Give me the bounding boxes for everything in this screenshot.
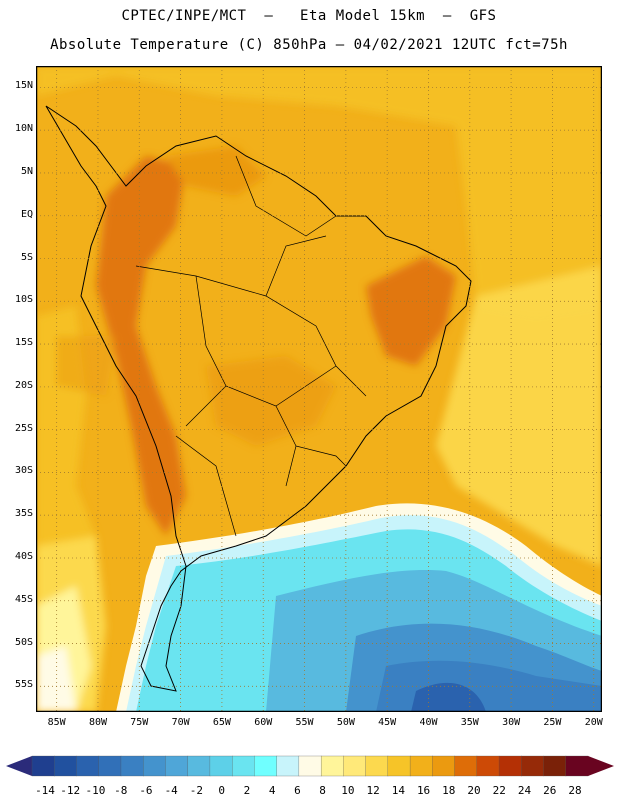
colorbar-swatch (187, 755, 211, 777)
title-line-1: CPTEC/INPE/MCT – Eta Model 15km – GFS (121, 8, 497, 24)
colorbar-label: 8 (319, 784, 326, 797)
colorbar-swatch (120, 755, 144, 777)
longitude-tick-label: 75W (130, 717, 149, 728)
latitude-tick-label: 15N (14, 80, 33, 92)
colorbar-swatch (209, 755, 233, 777)
colorbar-swatch (165, 755, 189, 777)
latitude-tick-label: 55S (14, 679, 33, 691)
colorbar-right-arrow (588, 756, 614, 776)
longitude-tick-label: 80W (88, 717, 107, 728)
map-border (36, 66, 602, 712)
colorbar-label: 22 (493, 784, 506, 797)
colorbar-swatch (232, 755, 255, 777)
temperature-map (36, 66, 602, 712)
longitude-tick-label: 40W (419, 717, 438, 728)
latitude-tick-label: 50S (14, 636, 33, 648)
country-borders (135, 155, 367, 537)
colorbar-swatch (387, 755, 411, 777)
longitude-tick-label: 70W (171, 717, 190, 728)
colorbar-swatch (409, 755, 433, 777)
colorbar-swatch (498, 755, 522, 777)
colorbar-label: 4 (269, 784, 276, 797)
colorbar-label: -14 (35, 784, 55, 797)
latitude-tick-label: 40S (14, 550, 33, 562)
latitude-tick-label: 25S (14, 422, 33, 434)
colorbar-swatch (276, 755, 300, 777)
colorbar-label: -4 (165, 784, 179, 797)
longitude-tick-label: 85W (47, 717, 66, 728)
longitude-tick-label: 30W (502, 717, 521, 728)
colorbar-label: 14 (392, 784, 406, 797)
longitude-tick-label: 65W (212, 717, 231, 728)
colorbar-label: -12 (60, 784, 80, 797)
latitude-tick-label: 20S (14, 379, 33, 391)
longitude-tick-label: 35W (460, 717, 479, 728)
colorbar-label: -6 (139, 784, 152, 797)
colorbar-label: 24 (518, 784, 532, 797)
colorbar-swatch (565, 755, 589, 777)
longitude-tick-label: 25W (543, 717, 562, 728)
colorbar-swatch (31, 755, 55, 777)
colorbar-label: -10 (86, 784, 106, 797)
colorbar-swatch (320, 755, 344, 777)
colorbar-label: 18 (442, 784, 455, 797)
latitude-tick-label: 5N (20, 165, 33, 177)
latitude-tick-label: 10N (14, 123, 33, 135)
colorbar: -14 -12 -10 -8 -6 -4 -2 0 2 4 6 8 10 12 14 16 18 20 22 24 26… (6, 755, 614, 797)
longitude-tick-label: 20W (584, 717, 603, 728)
latitude-tick-label: EQ (20, 208, 33, 220)
temperature-shading (36, 66, 602, 712)
latitude-tick-label: 5S (20, 251, 33, 263)
colorbar-swatch (432, 755, 456, 777)
colorbar-swatch (343, 755, 367, 777)
colorbar-swatch (143, 755, 166, 777)
colorbar-swatch (454, 755, 478, 777)
colorbar-label: 10 (341, 784, 354, 797)
colorbar-swatch (543, 755, 567, 777)
colorbar-label: 28 (568, 784, 581, 797)
colorbar-label: 26 (543, 784, 556, 797)
latitude-tick-label: 10S (14, 294, 33, 306)
latitude-tick-label: 30S (14, 465, 33, 477)
colorbar-swatch (54, 755, 77, 777)
colorbar-label: 2 (244, 784, 251, 797)
colorbar-left-arrow (6, 756, 32, 776)
colorbar-swatch (476, 755, 500, 777)
latitude-tick-label: 45S (14, 593, 33, 605)
colorbar-label: 0 (218, 784, 225, 797)
colorbar-swatch (365, 755, 389, 777)
colorbar-label: 16 (417, 784, 430, 797)
colorbar-swatch (521, 755, 544, 777)
longitude-tick-label: 55W (295, 717, 314, 728)
longitude-tick-label: 50W (336, 717, 355, 728)
colorbar-label: -8 (114, 784, 127, 797)
cold-air-mass (116, 503, 602, 712)
colorbar-swatch (76, 755, 100, 777)
latitude-tick-label: 15S (14, 337, 33, 349)
colorbar-label: -2 (190, 784, 203, 797)
latitude-tick-label: 35S (14, 508, 33, 520)
longitude-tick-label: 60W (254, 717, 273, 728)
colorbar-swatch (254, 755, 278, 777)
continent-outline (45, 105, 472, 692)
colorbar-swatch (98, 755, 122, 777)
title-line-2: Absolute Temperature (C) 850hPa – 04/02/… (50, 37, 568, 53)
longitude-tick-label: 45W (378, 717, 397, 728)
colorbar-label: 6 (294, 784, 301, 797)
colorbar-label: 12 (366, 784, 379, 797)
colorbar-label: 20 (467, 784, 480, 797)
colorbar-swatch (298, 755, 322, 777)
